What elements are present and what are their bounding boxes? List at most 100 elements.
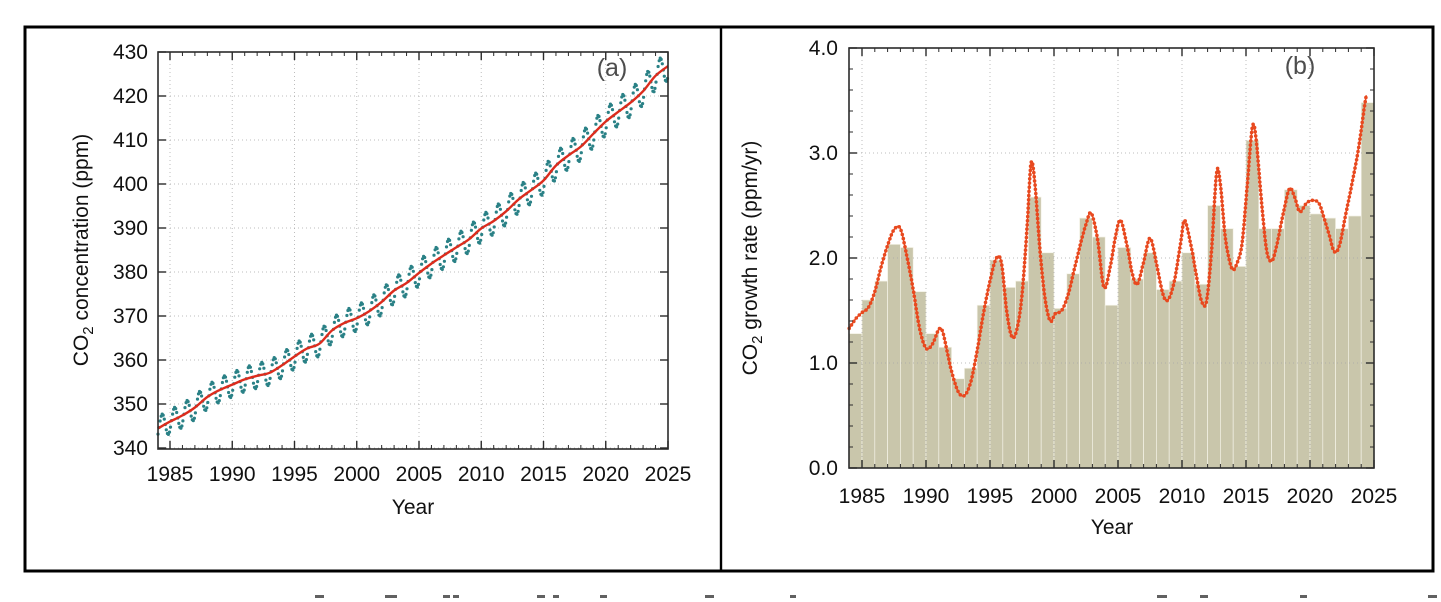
panel-b-xtick-label: 2010 <box>1159 485 1206 508</box>
panel-b-growth-dot <box>916 319 920 324</box>
panel-b-growth-dot <box>1072 267 1076 272</box>
panel-b-growth-dot <box>1034 204 1039 208</box>
panel-b-growth-dot <box>1021 273 1026 278</box>
panel-a-monthly-dot <box>454 257 458 261</box>
panel-b-growth-dot <box>1032 174 1036 179</box>
panel-a-monthly-dot <box>544 168 548 172</box>
panel-a-monthly-dot <box>503 224 507 228</box>
panel-b-growth-dot <box>1042 287 1046 292</box>
panel-b-growth-dot <box>1176 254 1181 258</box>
panel-a-monthly-dot <box>395 280 399 284</box>
panel-b-growth-dot <box>981 313 985 317</box>
panel-a-monthly-dot <box>440 267 444 271</box>
panel-b-growth-dot <box>1354 158 1359 162</box>
panel-b-bar-2003 <box>1092 236 1106 469</box>
panel-b-growth-dot <box>1243 210 1247 214</box>
panel-a-monthly-dot <box>560 147 564 151</box>
panel-b-growth-dot <box>1037 233 1041 238</box>
panel-a-monthly-dot <box>217 399 221 403</box>
panel-b-growth-dot <box>913 298 917 303</box>
panel-a-monthly-dot <box>413 281 417 285</box>
panel-b-growth-dot <box>943 340 948 345</box>
panel-b-growth-dot <box>1085 219 1089 223</box>
panel-b-growth-dot <box>1362 108 1366 112</box>
panel-b-growth-dot <box>1154 259 1158 264</box>
panel-a-monthly-dot <box>177 421 181 425</box>
panel-a-monthly-dot <box>249 369 253 374</box>
caption-fragment-mark <box>443 595 450 598</box>
panel-b-growth-dot <box>1140 265 1145 269</box>
panel-b-growth-dot <box>1022 265 1027 269</box>
panel-b-growth-dot <box>956 389 960 394</box>
panel-a-monthly-dot <box>204 408 208 412</box>
panel-b-growth-dot <box>1220 203 1225 208</box>
panel-b-growth-dot <box>1211 216 1216 221</box>
panel-b-growth-dot <box>1212 208 1216 212</box>
panel-b-growth-dot <box>1223 237 1228 241</box>
panel-b-growth-dot <box>1253 134 1258 138</box>
panel-b-growth-dot <box>1258 184 1262 188</box>
panel-b-growth-dot <box>1278 224 1283 229</box>
panel-a-monthly-dot <box>635 88 640 92</box>
panel-b-growth-dot <box>1165 298 1169 303</box>
panel-b-growth-dot <box>881 257 886 261</box>
panel-b-bar-2010 <box>1181 252 1196 469</box>
panel-b-growth-dot <box>1361 112 1366 116</box>
panel-b-bar-1985 <box>861 299 876 469</box>
panel-a-monthly-dot <box>602 135 606 139</box>
panel-a-monthly-dot <box>220 380 224 385</box>
panel-b-ylabel: CO2 growth rate (ppm/yr) <box>739 141 766 376</box>
panel-a-monthly-dot <box>227 390 231 395</box>
panel-b-growth-dot <box>1219 187 1223 191</box>
panel-a-monthly-dot <box>187 403 191 407</box>
panel-a-monthly-dot <box>453 259 457 264</box>
panel-b-growth-dot <box>952 377 956 382</box>
panel-b-growth-dot <box>1221 212 1225 216</box>
panel-a-monthly-dot <box>167 430 172 434</box>
panel-a-monthly-dot <box>293 360 297 364</box>
panel-b-growth-dot <box>1042 292 1047 296</box>
panel-b-growth-dot <box>1241 235 1245 239</box>
panel-a-monthly-dot <box>662 74 666 78</box>
panel-a-monthly-dot <box>554 170 559 174</box>
panel-b-growth-dot <box>1024 239 1028 244</box>
panel-b-growth-dot <box>1115 228 1119 232</box>
panel-b-growth-dot <box>1215 166 1220 171</box>
panel-b-bar-2015 <box>1245 140 1260 469</box>
panel-b-growth-dot <box>1084 223 1088 227</box>
panel-a-monthly-dot <box>500 219 505 223</box>
panel-b-growth-dot <box>1003 296 1008 301</box>
panel-b-bar-1990 <box>925 333 940 469</box>
panel-b-growth-dot <box>1041 283 1046 288</box>
panel-a-ytick-label: 370 <box>113 305 148 328</box>
panel-a-monthly-dot <box>588 143 592 147</box>
panel-b-growth-dot <box>1169 291 1173 296</box>
panel-a-monthly-dot <box>650 85 654 90</box>
panel-a-monthly-dot <box>168 425 173 429</box>
panel-a-monthly-dot <box>552 179 557 183</box>
panel-b-bar-2024 <box>1360 102 1375 469</box>
panel-b-growth-dot <box>917 323 921 328</box>
panel-a-monthly-dot <box>504 221 508 225</box>
panel-b-growth-dot <box>857 313 862 317</box>
panel-a-monthly-dot <box>245 370 249 374</box>
panel-a-monthly-dot <box>660 62 664 66</box>
panel-b-growth-dot <box>1026 210 1030 215</box>
panel-a-monthly-dot <box>361 306 366 310</box>
panel-b-growth-dot <box>1023 248 1028 252</box>
panel-b-growth-dot <box>1352 170 1356 174</box>
panel-b-growth-dot <box>1244 193 1249 198</box>
panel-b-growth-dot <box>914 307 918 311</box>
panel-b-growth-dot <box>1139 269 1144 274</box>
panel-a-monthly-dot <box>317 353 321 357</box>
panel-b-growth-dot <box>1306 199 1311 204</box>
panel-a-monthly-dot <box>312 338 316 342</box>
panel-b-growth-dot <box>968 383 972 387</box>
panel-b-growth-dot <box>1187 235 1192 239</box>
panel-a-monthly-dot <box>393 294 397 298</box>
panel-a-xtick-label: 1985 <box>147 463 194 486</box>
caption-fragment-mark <box>537 595 545 598</box>
panel-b-growth-dot <box>1240 239 1245 244</box>
panel-b-growth-dot <box>1160 288 1164 293</box>
panel-b-growth-dot <box>1197 289 1201 293</box>
